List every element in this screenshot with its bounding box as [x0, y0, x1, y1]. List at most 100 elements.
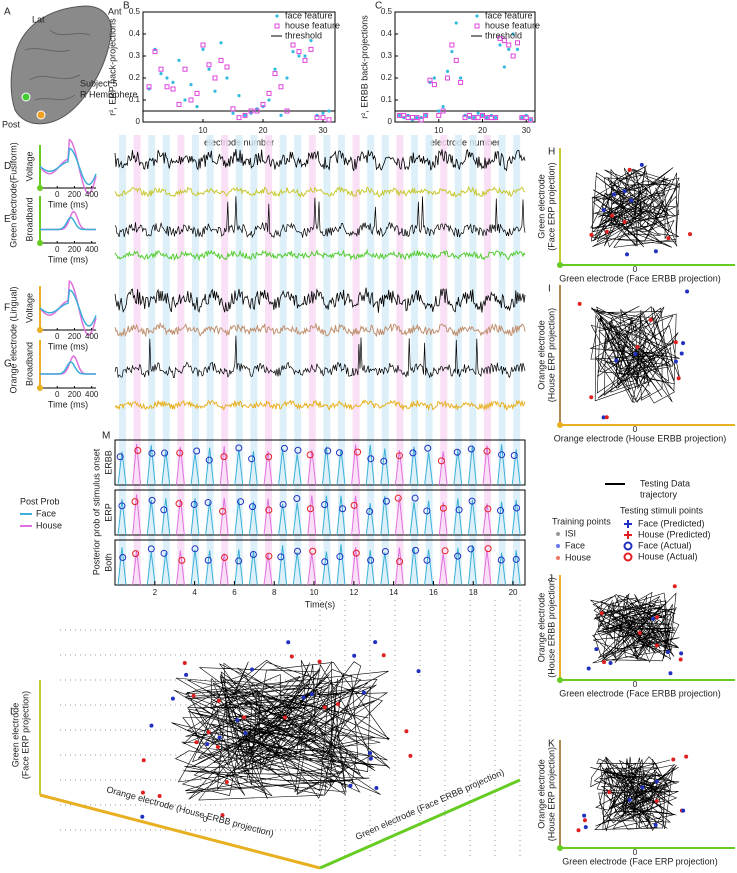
data-point: [206, 62, 212, 68]
data-point: [437, 109, 441, 113]
legend-marker: [624, 520, 632, 528]
data-point: [176, 101, 182, 107]
stimulus-marker-decoration: [395, 452, 403, 460]
data-point: [309, 39, 313, 43]
data-point: [183, 98, 187, 102]
point-decoration: [250, 667, 255, 672]
stimulus-marker-decoration: [249, 550, 257, 558]
stimulus-marker-decoration: [467, 545, 475, 553]
stimulus-marker-decoration: [423, 556, 431, 564]
stimulus-marker-decoration: [424, 444, 432, 452]
panel-letter: I: [548, 284, 551, 295]
stimulus-marker-decoration: [235, 557, 243, 565]
stimulus-stripe: [381, 135, 389, 585]
erp-trace-decoration: [39, 147, 97, 186]
data-point: [189, 83, 193, 87]
point-decoration: [184, 672, 189, 677]
trajectory-decoration: [590, 756, 680, 832]
posterior-peak-decoration: [424, 549, 434, 586]
stimulus-stripe: [177, 135, 185, 585]
legend-label: House (Actual): [638, 551, 698, 561]
erp-trace-decoration: [40, 216, 96, 231]
x-tick-label: 10: [434, 126, 443, 135]
data-point: [188, 97, 194, 103]
y-axis-title: (Face ERP projection): [20, 691, 30, 779]
point-decoration: [309, 692, 314, 697]
posterior-peak-decoration: [175, 550, 185, 586]
posterior-peak-decoration: [321, 551, 331, 586]
stimulus-marker-decoration: [277, 553, 285, 561]
stimulus-marker-decoration: [366, 507, 374, 515]
data-point: [511, 32, 515, 36]
posterior-peak-decoration: [467, 545, 477, 586]
x-tick-label: 200: [68, 245, 82, 254]
point-decoration: [216, 698, 221, 703]
data-point: [242, 112, 248, 118]
stimulus-marker-decoration: [498, 451, 506, 459]
x-tick-label: 2: [153, 588, 158, 597]
y-tick-label: 0: [136, 117, 141, 126]
data-point: [170, 86, 176, 92]
stimulus-stripe: [294, 135, 302, 585]
x-tick-label: 12: [349, 588, 358, 597]
data-point: [528, 117, 534, 123]
panel-letter: M: [102, 431, 110, 442]
point-decoration: [688, 232, 693, 237]
point-decoration: [639, 162, 644, 167]
point-decoration: [611, 192, 616, 197]
point-decoration: [629, 198, 634, 203]
data-point: [314, 115, 320, 121]
stimulus-marker-decoration: [293, 494, 301, 502]
tick-label: 0: [203, 815, 208, 824]
plot-frame: [142, 11, 336, 123]
x-tick-label: 200: [68, 390, 82, 399]
posterior-peak-decoration: [205, 501, 215, 536]
stimulus-marker-decoration: [248, 455, 256, 463]
posterior-peak-decoration: [117, 499, 127, 536]
posterior-peak-decoration: [175, 498, 185, 536]
posterior-peak-decoration: [219, 446, 229, 486]
data-point: [498, 43, 502, 47]
posterior-peak-decoration: [161, 498, 171, 536]
legend-label: House (Predicted): [638, 529, 711, 539]
legend-label: Face: [565, 540, 585, 550]
y-axis-title: (House ERP projection): [546, 308, 556, 402]
stimulus-marker-decoration: [423, 507, 431, 515]
y-axis-title: Posterior prob of stimulus onset: [91, 448, 101, 575]
point-decoration: [589, 232, 594, 237]
legend-label: Face: [36, 508, 56, 518]
point-decoration: [673, 359, 678, 364]
legend-label: Face (Actual): [638, 540, 692, 550]
x-axis-title: Time (ms): [48, 341, 88, 351]
signal-trace-decoration: [114, 148, 526, 172]
posterior-peak-decoration: [351, 444, 361, 486]
data-point: [520, 116, 524, 120]
trajectory-decoration: [590, 165, 681, 248]
posterior-peak-decoration: [307, 495, 317, 536]
point-decoration: [301, 695, 306, 700]
x-axis-title: electrode number: [430, 137, 500, 147]
data-point: [158, 66, 164, 72]
data-point: [501, 38, 507, 44]
signal-trace-decoration: [114, 186, 526, 199]
data-point: [327, 109, 331, 113]
data-point: [278, 84, 284, 90]
stimulus-marker-decoration: [367, 556, 375, 564]
point-decoration: [604, 415, 609, 420]
stimulus-marker-decoration: [191, 545, 199, 553]
data-point: [212, 75, 218, 81]
posterior-peak-decoration: [453, 498, 463, 536]
data-point: [431, 82, 437, 88]
erp-trace-decoration: [39, 279, 97, 336]
point-decoration: [679, 351, 684, 356]
posterior-peak-decoration: [307, 553, 317, 586]
stimulus-marker-decoration: [453, 448, 461, 456]
stimulus-marker-decoration: [381, 547, 389, 555]
y-tick-label: 0.5: [381, 7, 393, 16]
posterior-peak-decoration: [380, 448, 390, 486]
posterior-peak-decoration: [248, 501, 258, 536]
stimulus-marker-decoration: [220, 453, 228, 461]
posterior-peak-decoration: [365, 550, 375, 586]
stimulus-marker-decoration: [367, 455, 375, 463]
stimulus-marker-decoration: [279, 501, 287, 509]
